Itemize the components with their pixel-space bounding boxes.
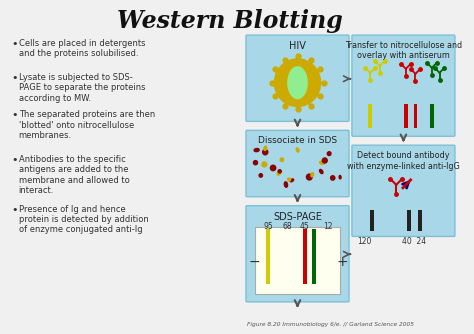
Text: Transfer to nitrocellulose and
overlay with antiserum: Transfer to nitrocellulose and overlay w… — [345, 41, 462, 60]
Text: 95: 95 — [263, 221, 273, 230]
Circle shape — [271, 165, 276, 171]
Ellipse shape — [254, 149, 259, 152]
Bar — [266, 229, 270, 284]
Bar — [430, 104, 434, 128]
Text: Western Blotting: Western Blotting — [117, 9, 343, 33]
Ellipse shape — [290, 179, 293, 182]
Circle shape — [330, 176, 335, 180]
Text: Presence of Ig and hence
protein is detected by addition
of enzyme conjugated an: Presence of Ig and hence protein is dete… — [18, 205, 148, 234]
Text: 40  24: 40 24 — [402, 237, 427, 246]
Circle shape — [259, 174, 263, 177]
FancyBboxPatch shape — [255, 226, 340, 294]
Circle shape — [274, 59, 320, 107]
Text: •: • — [11, 205, 18, 215]
Text: Dissociate in SDS: Dissociate in SDS — [258, 136, 337, 145]
Ellipse shape — [311, 173, 314, 177]
Text: Antibodies to the specific
antigens are added to the
membrane and allowed to
int: Antibodies to the specific antigens are … — [18, 155, 129, 195]
Ellipse shape — [339, 175, 341, 179]
Circle shape — [322, 158, 327, 163]
Circle shape — [254, 161, 257, 165]
Text: Cells are placed in detergents
and the proteins solubilised.: Cells are placed in detergents and the p… — [18, 39, 145, 58]
Ellipse shape — [319, 169, 323, 174]
Text: 120: 120 — [357, 237, 372, 246]
Text: •: • — [11, 155, 18, 165]
Bar — [368, 104, 372, 128]
Bar — [303, 229, 307, 284]
Circle shape — [278, 170, 281, 173]
Text: 12: 12 — [323, 221, 333, 230]
Text: The separated proteins are then
'blotted' onto nitrocellulose
membranes.: The separated proteins are then 'blotted… — [18, 111, 155, 140]
Bar — [413, 104, 418, 128]
FancyBboxPatch shape — [352, 145, 455, 236]
Text: Detect bound antibody
with enzyme-linked anti-IgG: Detect bound antibody with enzyme-linked… — [347, 151, 460, 171]
Ellipse shape — [319, 161, 324, 164]
FancyBboxPatch shape — [352, 35, 455, 136]
Text: +: + — [337, 255, 348, 269]
Text: •: • — [11, 39, 18, 49]
Text: •: • — [11, 111, 18, 121]
Text: Lysate is subjected to SDS-
PAGE to separate the proteins
according to MW.: Lysate is subjected to SDS- PAGE to sepa… — [18, 73, 145, 103]
Circle shape — [307, 174, 312, 180]
FancyBboxPatch shape — [246, 35, 349, 121]
Text: SDS-PAGE: SDS-PAGE — [273, 212, 322, 222]
Circle shape — [262, 162, 267, 167]
Ellipse shape — [284, 182, 288, 187]
Bar — [370, 210, 374, 231]
FancyBboxPatch shape — [246, 206, 349, 302]
Bar — [419, 210, 422, 231]
Circle shape — [263, 149, 268, 155]
Text: •: • — [11, 73, 18, 83]
Text: −: − — [249, 255, 260, 269]
Text: 68: 68 — [283, 221, 292, 230]
Text: HIV: HIV — [289, 41, 306, 51]
Ellipse shape — [296, 148, 299, 152]
Circle shape — [328, 152, 331, 156]
Bar — [312, 229, 316, 284]
Ellipse shape — [264, 146, 266, 151]
Circle shape — [288, 178, 291, 181]
Bar — [404, 104, 408, 128]
FancyBboxPatch shape — [246, 130, 349, 197]
Text: Figure 8.20 Immunobiology 6/e. // Garland Science 2005: Figure 8.20 Immunobiology 6/e. // Garlan… — [247, 322, 414, 327]
Circle shape — [280, 158, 283, 162]
Text: 45: 45 — [300, 221, 310, 230]
Ellipse shape — [288, 67, 307, 99]
Ellipse shape — [277, 170, 281, 175]
Bar — [407, 210, 410, 231]
